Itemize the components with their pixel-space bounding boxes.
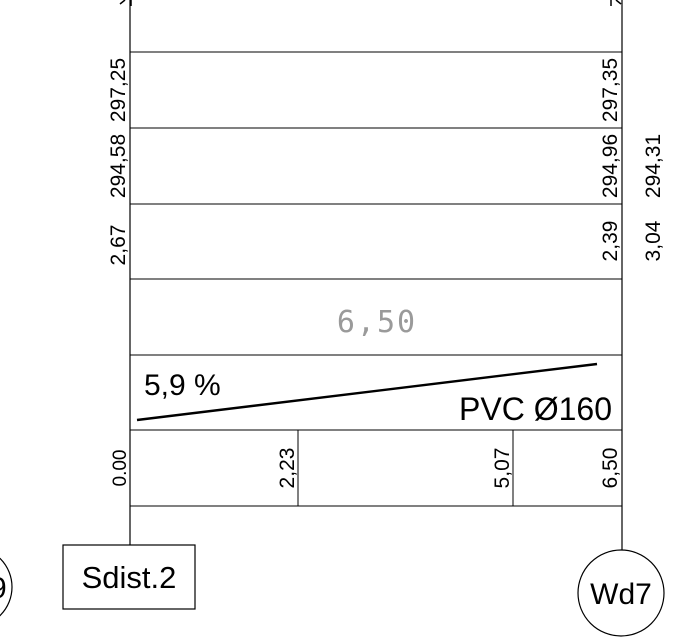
chainage-2: 5,07: [491, 448, 514, 489]
right-ground-level: 297,35: [599, 58, 622, 122]
right-side-depth: 3,04: [642, 220, 665, 261]
slope-line: [136, 362, 598, 422]
top-markers: [119, 0, 622, 6]
chainage-3: 6,50: [599, 448, 622, 489]
left-station-box: [62, 544, 196, 610]
left-invert-level: 294,58: [107, 134, 130, 198]
left-edge-circle: [0, 557, 13, 617]
right-station-circle: [577, 549, 665, 637]
profile-frame: [129, 0, 623, 560]
right-side-level: 294,31: [642, 134, 665, 198]
right-depth: 2,39: [599, 221, 622, 262]
left-depth: 2,67: [107, 225, 130, 266]
left-station-label: Sdist.2: [82, 560, 177, 595]
right-station-label: Wd7: [590, 578, 652, 611]
chainage-1: 2,23: [276, 448, 299, 489]
left-edge-label: 9: [0, 572, 7, 605]
slope-value: 5,9 %: [144, 369, 221, 402]
chainage-dividers: [297, 430, 514, 506]
right-invert-level: 294,96: [599, 134, 622, 198]
pipe-spec: PVC Ø160: [459, 391, 612, 427]
chainage-0: 0.00: [110, 450, 131, 487]
table-rows: [130, 51, 622, 507]
segment-length: 6,50: [337, 305, 417, 340]
left-ground-level: 297,25: [107, 58, 130, 122]
